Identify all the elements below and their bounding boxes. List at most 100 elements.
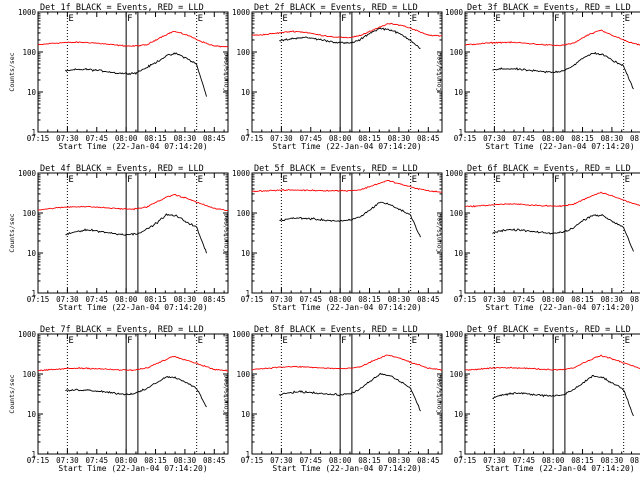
y-tick-label: 1000 [232,8,251,17]
series-lld-red [251,354,443,371]
series-events-black [65,213,207,254]
plot-frame [464,172,640,294]
y-tick-label: 1000 [232,330,251,339]
chart-title: Det 4f BLACK = Events, RED = LLD [40,164,204,174]
y-axis-label: Counts/sec [435,213,443,252]
chart-title: Det 1f BLACK = Events, RED = LLD [40,3,204,13]
x-tick-label: 07:15 [27,295,50,304]
series-lld-red [464,191,640,208]
flare-marker-label: F [554,14,559,24]
x-tick-label: 07:45 [299,295,322,304]
chart-panel-7: Det 7f BLACK = Events, RED = LLD 1 10 100 10… [8,325,229,473]
y-axis-label: Counts/sec [222,213,230,252]
x-tick-label: 08:15 [358,295,381,304]
y-tick-label: 100 [449,370,463,379]
y-tick-label: 1 [458,128,463,137]
x-tick-label: 08:00 [329,134,352,143]
y-tick-label: 100 [22,48,36,57]
x-tick-label: 08:30 [601,456,624,465]
chart-panel-9: Det 9f BLACK = Events, RED = LLD 1 10 100 10… [435,325,640,473]
chart-panel-4: Det 4f BLACK = Events, RED = LLD 1 10 100 10… [8,164,229,312]
x-tick-label: 07:30 [270,295,293,304]
event-marker-label: E [282,336,287,346]
x-tick-label: 07:30 [56,134,79,143]
x-tick-label: 08:30 [388,456,411,465]
x-axis-label: Start Time (22-Jan-04 07:14:20) [272,303,421,312]
x-tick-label: 08:00 [329,295,352,304]
x-tick-label: 07:15 [454,134,477,143]
flare-marker-label: F [341,14,346,24]
y-axis-label: Counts/sec [222,374,230,413]
y-tick-label: 10 [454,249,464,258]
y-tick-label: 1000 [232,169,251,178]
y-tick-label: 10 [27,249,37,258]
x-axis-label: Start Time (22-Jan-04 07:14:20) [485,303,634,312]
x-tick-label: 07:45 [512,456,535,465]
x-tick-label: 07:30 [270,456,293,465]
flare-marker-label: F [554,175,559,185]
y-tick-label: 10 [454,410,464,419]
x-tick-label: 08:45 [417,134,440,143]
event-marker-label: E [68,175,73,185]
y-tick-label: 1 [458,450,463,459]
x-tick-label: 08:30 [174,295,197,304]
chart-title: Det 9f BLACK = Events, RED = LLD [467,325,631,335]
x-tick-label: 07:15 [241,456,264,465]
x-tick-label: 07:15 [27,134,50,143]
y-tick-label: 10 [454,88,464,97]
x-tick-label: 07:45 [299,456,322,465]
event-marker-label: E [282,175,287,185]
x-tick-label: 08:15 [144,134,167,143]
x-tick-label: 08:30 [174,456,197,465]
x-tick-label: 08:30 [601,134,624,143]
x-tick-label: 08:30 [174,134,197,143]
y-tick-label: 1 [458,289,463,298]
x-tick-label: 07:15 [454,456,477,465]
event-marker-label: E [495,175,500,185]
series-lld-red [37,30,229,48]
chart-panel-1: Det 1f BLACK = Events, RED = LLD 1 10 100 10… [8,3,229,151]
x-tick-label: 08:00 [329,456,352,465]
flare-marker-label: F [127,336,132,346]
y-tick-label: 10 [241,249,251,258]
series-lld-red [251,22,443,39]
x-tick-label: 08:15 [144,456,167,465]
y-axis-label: Counts/sec [435,52,443,91]
series-events-black [279,27,421,50]
x-axis-label: Start Time (22-Jan-04 07:14:20) [58,142,207,151]
x-tick-label: 07:30 [483,134,506,143]
plot-frame [464,11,640,133]
event-marker-label: E [282,14,287,24]
x-tick-label: 07:45 [85,456,108,465]
x-tick-label: 07:15 [27,456,50,465]
event-marker-label: E [412,175,417,185]
series-lld-red [464,354,640,371]
x-axis-label: Start Time (22-Jan-04 07:14:20) [485,142,634,151]
chart-title: Det 6f BLACK = Events, RED = LLD [467,164,631,174]
x-tick-label: 08:45 [203,295,226,304]
x-tick-label: 07:15 [241,134,264,143]
event-marker-label: E [68,14,73,24]
x-tick-label: 08:00 [115,295,138,304]
x-tick-label: 08:15 [571,456,594,465]
x-axis-label: Start Time (22-Jan-04 07:14:20) [58,303,207,312]
y-tick-label: 1000 [445,330,464,339]
x-tick-label: 07:45 [512,295,535,304]
event-marker-label: E [198,336,203,346]
x-tick-label: 08:15 [144,295,167,304]
x-tick-label: 08:45 [630,134,640,143]
y-axis-label: Counts/sec [8,213,16,252]
event-marker-label: E [625,175,630,185]
y-tick-label: 1 [245,289,250,298]
plot-frame [37,11,229,133]
y-axis-label: Counts/sec [8,374,16,413]
x-tick-label: 07:30 [56,456,79,465]
y-tick-label: 10 [241,410,251,419]
x-tick-label: 07:45 [299,134,322,143]
flare-marker-label: F [341,175,346,185]
y-tick-label: 1000 [445,169,464,178]
series-events-black [65,375,207,408]
y-axis-label: Counts/sec [222,52,230,91]
x-tick-label: 08:45 [630,295,640,304]
